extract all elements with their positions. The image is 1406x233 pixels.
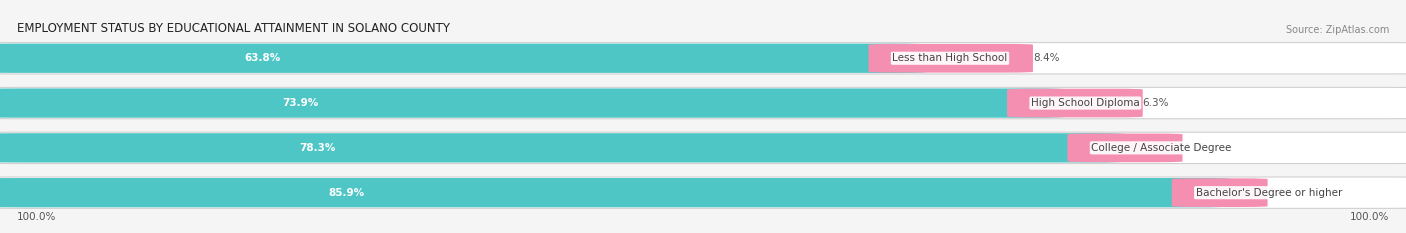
Text: 73.9%: 73.9% — [283, 98, 319, 108]
Text: 100.0%: 100.0% — [1350, 212, 1389, 222]
Text: 78.3%: 78.3% — [299, 143, 336, 153]
FancyBboxPatch shape — [0, 44, 928, 73]
Text: Source: ZipAtlas.com: Source: ZipAtlas.com — [1285, 24, 1389, 34]
FancyBboxPatch shape — [0, 178, 1230, 207]
Text: 6.3%: 6.3% — [1143, 98, 1170, 108]
Text: College / Associate Degree: College / Associate Degree — [1091, 143, 1232, 153]
Text: 3.4%: 3.4% — [1268, 188, 1294, 198]
FancyBboxPatch shape — [1007, 89, 1143, 117]
Text: 100.0%: 100.0% — [17, 212, 56, 222]
FancyBboxPatch shape — [0, 133, 1126, 163]
FancyBboxPatch shape — [1171, 178, 1268, 207]
Text: Less than High School: Less than High School — [893, 53, 1008, 63]
FancyBboxPatch shape — [0, 132, 1406, 164]
FancyBboxPatch shape — [0, 177, 1406, 208]
Text: 8.4%: 8.4% — [1033, 53, 1060, 63]
FancyBboxPatch shape — [869, 44, 1033, 73]
Text: Bachelor's Degree or higher: Bachelor's Degree or higher — [1195, 188, 1341, 198]
FancyBboxPatch shape — [0, 88, 1066, 118]
Text: EMPLOYMENT STATUS BY EDUCATIONAL ATTAINMENT IN SOLANO COUNTY: EMPLOYMENT STATUS BY EDUCATIONAL ATTAINM… — [17, 21, 450, 34]
Text: 4.8%: 4.8% — [1182, 143, 1209, 153]
FancyBboxPatch shape — [0, 87, 1406, 119]
FancyBboxPatch shape — [0, 43, 1406, 74]
Text: 85.9%: 85.9% — [329, 188, 366, 198]
FancyBboxPatch shape — [1067, 134, 1182, 162]
Text: High School Diploma: High School Diploma — [1031, 98, 1140, 108]
Text: 63.8%: 63.8% — [243, 53, 280, 63]
